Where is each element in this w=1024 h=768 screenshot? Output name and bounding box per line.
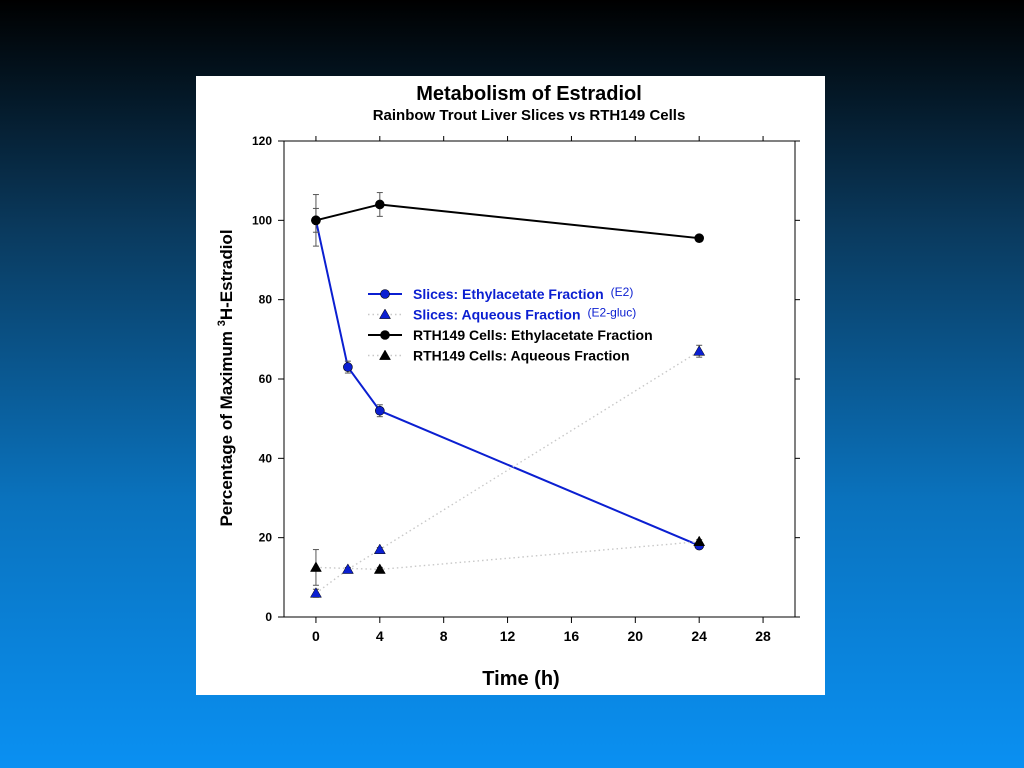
data-point-series-2 [693, 345, 706, 356]
y-tick-label: 0 [265, 610, 272, 624]
y-tick-label: 120 [252, 134, 272, 148]
y-tick-label: 80 [259, 293, 273, 307]
legend-label: Slices: Aqueous Fraction [413, 307, 581, 323]
legend-marker [380, 289, 390, 299]
data-point-series-4 [310, 561, 322, 572]
x-tick-label: 0 [312, 628, 320, 644]
series-line-2 [315, 350, 700, 594]
data-point-series-4 [373, 563, 386, 574]
x-tick-label: 20 [628, 628, 644, 644]
x-tick-label: 16 [564, 628, 580, 644]
y-tick-label: 60 [259, 372, 273, 386]
legend-note: (E2) [611, 285, 634, 299]
chart-title: Metabolism of Estradiol [416, 83, 642, 105]
data-point-series-2 [341, 563, 354, 574]
legend-marker [380, 330, 390, 340]
series-line-1 [314, 220, 700, 547]
data-point-series-4 [693, 535, 706, 547]
chart-subtitle: Rainbow Trout Liver Slices vs RTH149 Cel… [373, 107, 686, 124]
legend-marker [379, 349, 391, 360]
series-line-3 [315, 203, 700, 240]
y-tick-label: 20 [259, 531, 273, 545]
legend-note: (E2-gluc) [588, 306, 637, 320]
plot-frame [283, 140, 796, 618]
data-point-series-3 [694, 233, 704, 243]
legend-marker [379, 308, 391, 319]
data-point-series-3 [375, 199, 385, 210]
legend-label: RTH149 Cells: Aqueous Fraction [413, 348, 630, 364]
x-tick-label: 24 [691, 628, 707, 644]
x-axis-label: Time (h) [482, 668, 559, 690]
y-tick-label: 40 [259, 451, 273, 465]
data-point-series-1 [375, 405, 385, 416]
data-point-series-3 [311, 215, 321, 226]
x-tick-label: 4 [376, 628, 384, 644]
chart-panel: Metabolism of Estradiol Rainbow Trout Li… [196, 76, 825, 695]
legend-label: Slices: Ethylacetate Fraction [413, 286, 604, 302]
data-point-series-1 [343, 362, 353, 372]
x-tick-label: 28 [755, 628, 771, 644]
data-point-series-2 [310, 587, 322, 598]
y-axis-label: Percentage of Maximum 3H-Estradiol [216, 229, 236, 526]
data-point-series-2 [373, 543, 386, 554]
x-tick-label: 8 [440, 628, 448, 644]
y-tick-label: 100 [252, 213, 272, 227]
series-line-4 [315, 540, 700, 571]
x-tick-label: 12 [500, 628, 516, 644]
chart-svg: Metabolism of Estradiol Rainbow Trout Li… [216, 83, 800, 690]
legend-label: RTH149 Cells: Ethylacetate Fraction [413, 327, 653, 343]
